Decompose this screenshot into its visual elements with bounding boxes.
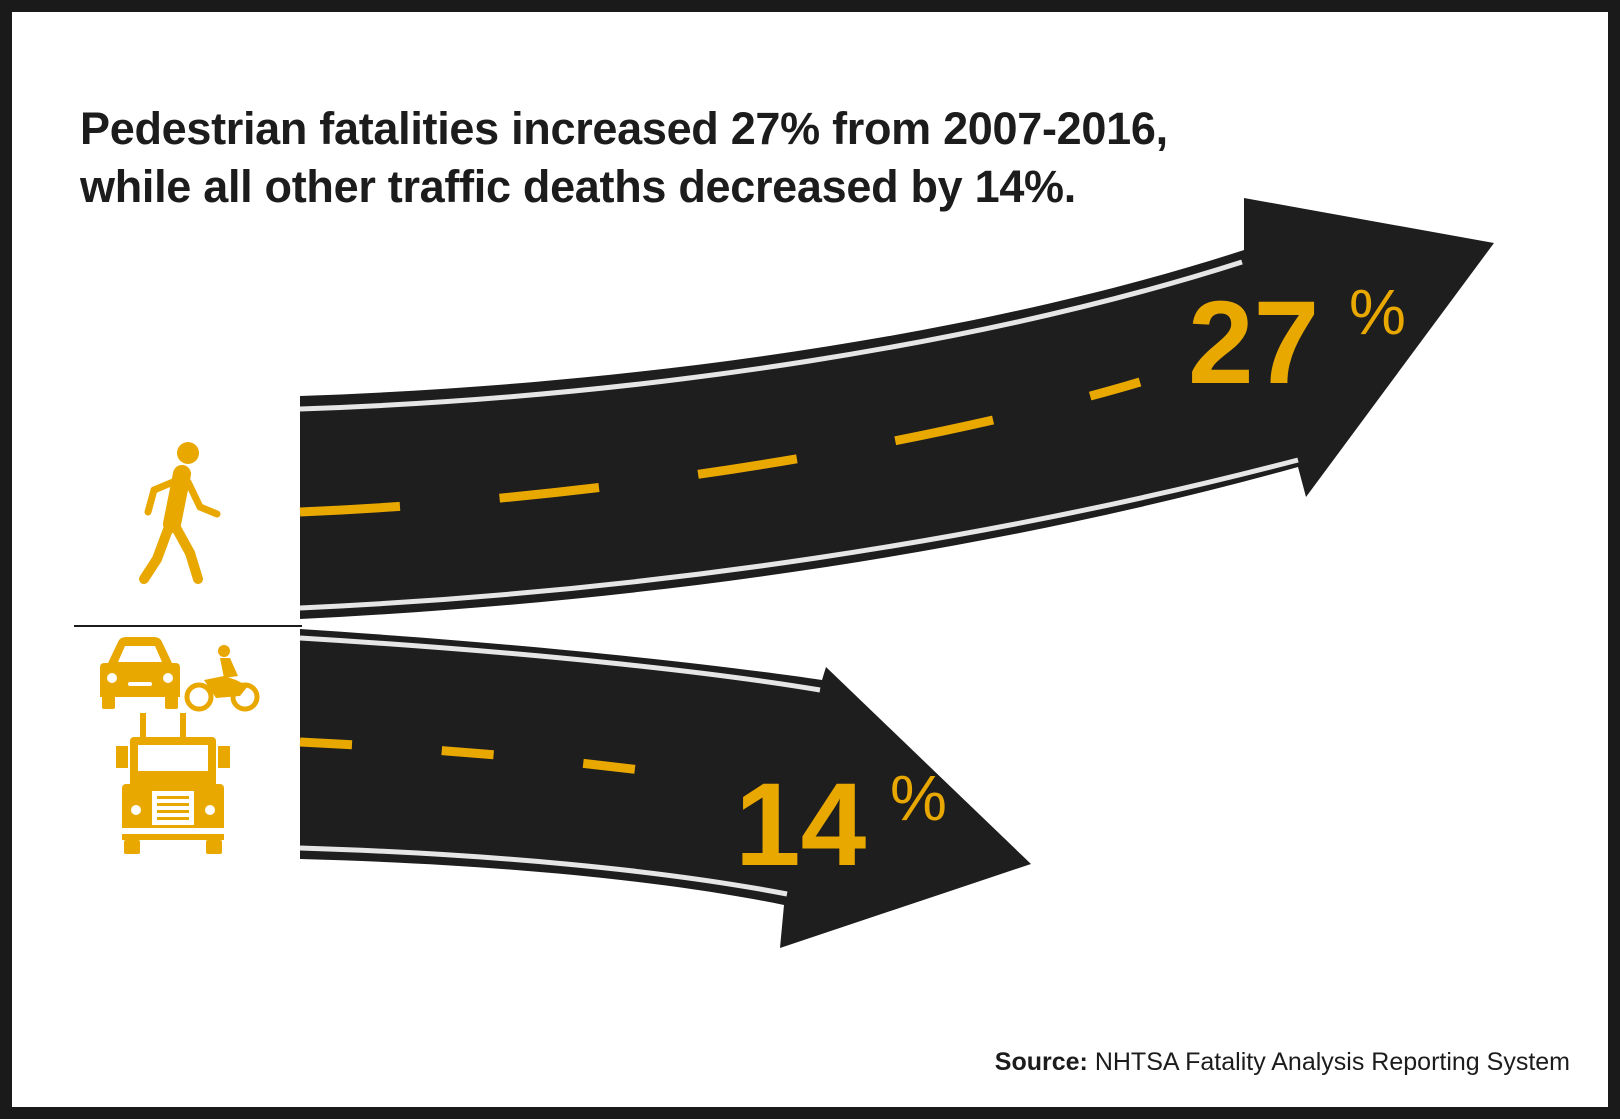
headline-line-1: Pedestrian fatalities increased 27% from… <box>80 103 1168 154</box>
pedestrian-change-unit: % <box>1349 276 1406 348</box>
truck-icon <box>116 713 230 854</box>
headline-line-2: while all other traffic deaths decreased… <box>80 161 1076 212</box>
source-text: NHTSA Fatality Analysis Reporting System <box>1087 1048 1570 1076</box>
pedestrian-change-value: 27 <box>1188 277 1319 409</box>
headline: Pedestrian fatalities increased 27% from… <box>80 100 1380 216</box>
road-arrows-illustration: 27 % 14 % <box>74 198 1494 948</box>
motorcycle-icon <box>184 645 260 712</box>
car-icon <box>100 637 180 709</box>
source-citation: Source: NHTSA Fatality Analysis Reportin… <box>995 1048 1570 1077</box>
infographic-card: Pedestrian fatalities increased 27% from… <box>12 12 1608 1107</box>
other-traffic-change-value: 14 <box>735 759 866 891</box>
pedestrian-road-arrow <box>299 198 1494 619</box>
other-traffic-change-unit: % <box>890 762 947 834</box>
source-label: Source: <box>994 1048 1088 1076</box>
pedestrian-icon <box>139 442 221 584</box>
other-traffic-road-arrow <box>299 629 1031 948</box>
